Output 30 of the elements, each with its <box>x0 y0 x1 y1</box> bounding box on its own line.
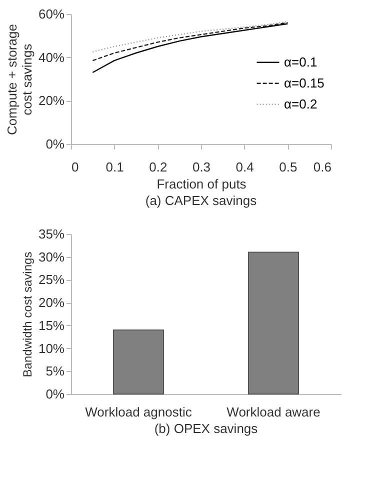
text: (b) OPEX savings <box>154 421 258 436</box>
y-tick-label: 20% <box>38 295 65 310</box>
y-tick-label: 0% <box>46 136 65 152</box>
x-tick-label: 0.2 <box>149 160 168 174</box>
legend-label: α=0.15 <box>284 75 324 90</box>
x-tick-label: 0.3 <box>192 160 211 174</box>
y-tick-label: 15% <box>38 318 65 333</box>
x-tick-label: 0.6 <box>313 160 332 174</box>
x-axis-title: Fraction of puts <box>156 176 247 192</box>
x-tick-label: Workload aware <box>226 404 320 420</box>
x-tick-label: Workload agnostic <box>85 404 192 420</box>
line-series <box>92 20 288 53</box>
y-tick-label: 20% <box>38 93 65 108</box>
legend-label: α=0.1 <box>284 54 318 70</box>
y-tick-label: 25% <box>38 272 65 288</box>
x-tick-label: 0.1 <box>106 160 124 174</box>
legend-label: α=0.2 <box>284 96 318 112</box>
y-tick-label: 40% <box>38 50 65 65</box>
y-tick-label: 30% <box>38 249 65 264</box>
y-tick-label: 0% <box>46 386 65 402</box>
y-tick-label: 10% <box>38 340 65 356</box>
y-tick-label: 35% <box>38 226 65 242</box>
x-tick-label: 0.5 <box>279 160 298 174</box>
x-tick-label: 0.4 <box>236 160 254 174</box>
y-tick-label: 60% <box>38 6 65 22</box>
text: (a) CAPEX savings <box>145 193 258 208</box>
y-tick-label: 5% <box>46 364 65 379</box>
x-tick-label: 0 <box>72 160 79 174</box>
y-axis-title: Bandwidth cost savings <box>20 252 34 378</box>
y-axis-title: Compute + storage cost savings <box>4 24 34 135</box>
